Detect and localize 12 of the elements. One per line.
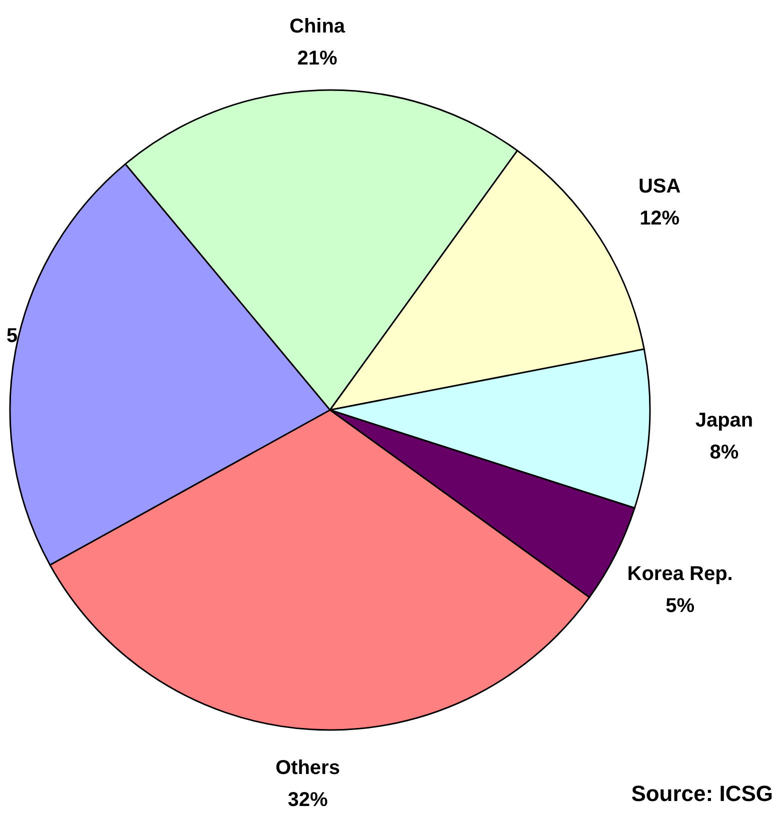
slice-label: 5 <box>6 325 18 348</box>
slice-label: Japan <box>695 410 754 432</box>
data-label: 5% <box>666 595 695 618</box>
data-label: 21% <box>297 48 338 70</box>
data-label: 32% <box>288 789 328 812</box>
slice-label: USA <box>638 176 681 198</box>
source-note: Source: ICSG <box>631 781 773 806</box>
data-label: 8% <box>710 442 739 464</box>
slice-label: China <box>290 16 346 38</box>
slice-label: Others <box>275 757 340 780</box>
slice-label: Korea Rep. <box>627 563 733 586</box>
data-label: 12% <box>640 208 680 230</box>
